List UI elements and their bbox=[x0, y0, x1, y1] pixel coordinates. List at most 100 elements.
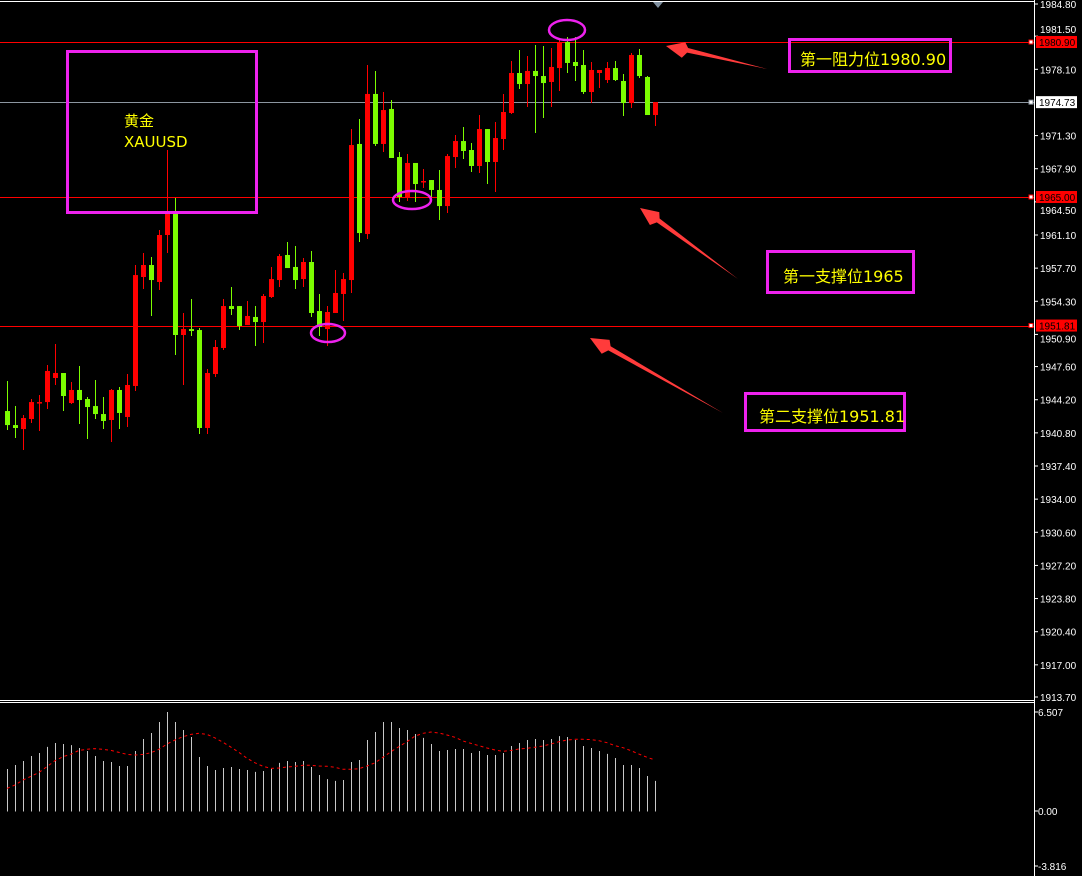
candle bbox=[341, 273, 346, 321]
candle bbox=[333, 269, 338, 313]
support1-label: 第一支撑位1965 bbox=[783, 267, 904, 286]
highlight-ellipse-mid bbox=[391, 189, 433, 211]
candle bbox=[253, 306, 258, 347]
candle-body bbox=[581, 65, 586, 93]
candle bbox=[349, 129, 354, 293]
candle-body bbox=[293, 266, 298, 281]
candle-body bbox=[637, 54, 642, 77]
horizontal-lines bbox=[0, 42, 1034, 327]
chart-shift-marker-icon[interactable] bbox=[653, 2, 663, 8]
candle bbox=[61, 373, 66, 412]
candle-body bbox=[445, 156, 450, 207]
candle-body bbox=[101, 414, 106, 421]
price-tag-label: 1965.00 bbox=[1039, 193, 1076, 204]
candle-body bbox=[277, 256, 282, 281]
candle bbox=[29, 399, 34, 424]
candle bbox=[149, 257, 154, 316]
candle bbox=[181, 312, 186, 386]
candle bbox=[373, 70, 378, 147]
price-tag-label: 1974.73 bbox=[1039, 98, 1076, 109]
price-tick-label: 1964.50 bbox=[1040, 206, 1077, 217]
candle bbox=[653, 102, 658, 127]
candle-body bbox=[205, 373, 210, 428]
candle-body bbox=[357, 143, 362, 234]
candle-body bbox=[573, 61, 578, 66]
candle bbox=[293, 246, 298, 289]
candle-body bbox=[541, 76, 546, 84]
candle bbox=[5, 381, 10, 431]
osc-tick-label: 6.507 bbox=[1038, 708, 1063, 719]
candle bbox=[213, 339, 218, 378]
candle bbox=[429, 180, 434, 197]
symbol-box: 黄金 XAUUSD bbox=[66, 50, 258, 214]
price-tag bbox=[1036, 190, 1077, 203]
candle bbox=[53, 343, 58, 386]
candle bbox=[309, 250, 314, 317]
price-tick-label: 1981.50 bbox=[1040, 25, 1077, 36]
candle bbox=[141, 253, 146, 289]
candle bbox=[45, 365, 50, 409]
arrow-resistance1-icon bbox=[666, 42, 767, 69]
candle-body bbox=[221, 306, 226, 348]
candle-body bbox=[165, 211, 170, 235]
candle bbox=[13, 406, 18, 439]
candle bbox=[197, 327, 202, 435]
candle-body bbox=[229, 306, 234, 309]
candle bbox=[325, 306, 330, 347]
candle bbox=[109, 389, 114, 443]
candle bbox=[533, 45, 538, 134]
price-tick-label: 1940.80 bbox=[1040, 429, 1077, 440]
candle bbox=[85, 396, 90, 440]
candle-body bbox=[437, 189, 442, 207]
candle bbox=[597, 69, 602, 89]
price-tag-label: 1951.81 bbox=[1039, 322, 1076, 333]
candle bbox=[93, 380, 98, 420]
annotation-marks bbox=[309, 18, 767, 413]
candle-body bbox=[597, 69, 602, 74]
candle bbox=[269, 266, 274, 298]
resistance1-box: 第一阻力位1980.90 bbox=[788, 38, 952, 73]
candle-body bbox=[45, 370, 50, 403]
candle-body bbox=[93, 406, 98, 415]
price-tag-marker bbox=[1028, 194, 1034, 200]
candle bbox=[317, 293, 322, 336]
osc-tick-label: -3.816 bbox=[1038, 862, 1067, 873]
price-tick-label: 1937.40 bbox=[1040, 462, 1077, 473]
candle bbox=[21, 415, 26, 451]
arrow-support2-icon bbox=[590, 338, 723, 413]
candle bbox=[173, 197, 178, 355]
candle-body bbox=[381, 110, 386, 144]
candle-body bbox=[77, 389, 82, 401]
candle-body bbox=[365, 93, 370, 235]
signal-line bbox=[6, 731, 656, 789]
candle bbox=[453, 134, 458, 169]
candle-body bbox=[533, 70, 538, 77]
candle-body bbox=[405, 162, 410, 197]
candle-body bbox=[253, 316, 258, 323]
osc-tick-label: 0.00 bbox=[1038, 807, 1058, 818]
candle-body bbox=[493, 138, 498, 162]
support2-label: 第二支撑位1951.81 bbox=[759, 407, 906, 426]
candle bbox=[493, 122, 498, 193]
price-tag bbox=[1036, 96, 1077, 109]
price-tag-marker bbox=[1028, 39, 1034, 45]
candle-body bbox=[557, 42, 562, 69]
oscillator-panel bbox=[6, 712, 656, 812]
candle-body bbox=[109, 389, 114, 420]
candle-body bbox=[421, 181, 426, 183]
candle bbox=[133, 265, 138, 392]
price-tick-label: 1967.90 bbox=[1040, 165, 1077, 176]
candle-body bbox=[269, 279, 274, 297]
candle bbox=[605, 61, 610, 84]
candle-body bbox=[549, 66, 554, 82]
resistance1-label: 第一阻力位1980.90 bbox=[800, 50, 947, 69]
candle bbox=[421, 169, 426, 189]
candle bbox=[389, 100, 394, 158]
candle-body bbox=[485, 129, 490, 162]
candle-body bbox=[325, 312, 330, 330]
support2-box: 第二支撑位1951.81 bbox=[744, 392, 906, 432]
candle bbox=[365, 65, 370, 239]
candle-body bbox=[629, 54, 634, 104]
